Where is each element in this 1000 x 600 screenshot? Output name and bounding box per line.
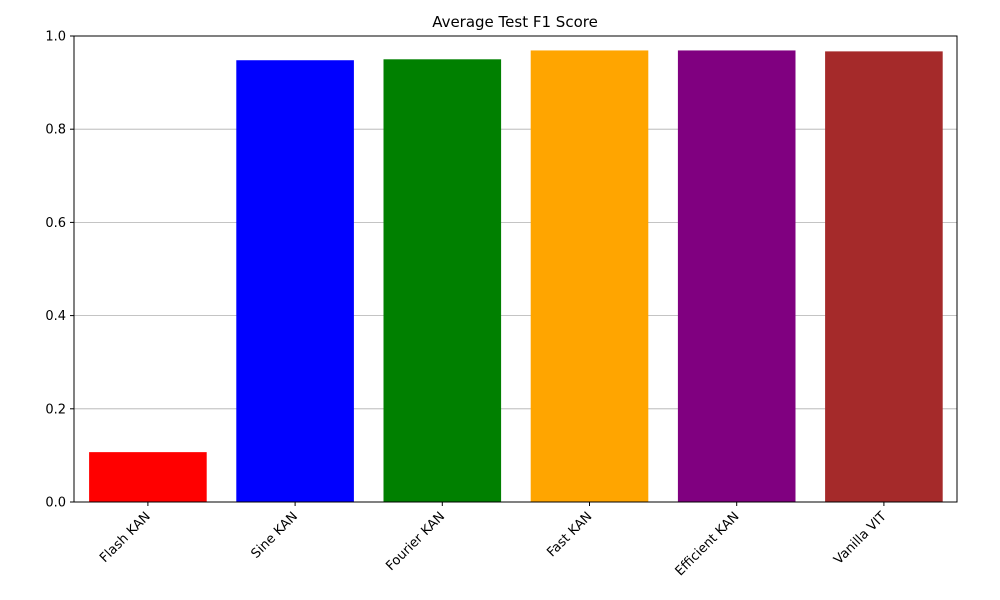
- y-tick-label: 0.8: [45, 123, 66, 138]
- plot-frame: [73, 35, 958, 503]
- bar-fast-kan: [530, 50, 649, 503]
- bar-efficient-kan: [677, 50, 796, 503]
- x-tick-label: Vanilla VIT: [831, 509, 890, 568]
- y-tick-label: 1.0: [45, 30, 66, 45]
- y-tick-label: 0.2: [45, 402, 66, 417]
- x-tick-label: Sine KAN: [248, 509, 300, 561]
- bar-flash-kan: [89, 452, 207, 502]
- y-axis: 0.0 0.2 0.4 0.6 0.8 1.0: [45, 30, 74, 511]
- x-tick-label: Efficient KAN: [673, 509, 743, 579]
- x-tick-label: Flash KAN: [97, 509, 154, 566]
- y-tick-label: 0.6: [45, 216, 66, 231]
- x-axis: Flash KAN Sine KAN Fourier KAN Fast KAN Effi…: [97, 502, 890, 579]
- bar-vanilla-vit: [825, 51, 943, 503]
- bars: [89, 50, 943, 503]
- x-tick-label: Fourier KAN: [383, 509, 448, 574]
- x-tick-label: Fast KAN: [544, 509, 595, 560]
- y-tick-label: 0.0: [45, 496, 66, 511]
- y-tick-label: 0.4: [45, 309, 66, 324]
- chart-title: Average Test F1 Score: [432, 13, 598, 31]
- y-gridlines: [74, 128, 957, 410]
- bar-sine-kan: [236, 60, 354, 503]
- bar-fourier-kan: [383, 59, 502, 503]
